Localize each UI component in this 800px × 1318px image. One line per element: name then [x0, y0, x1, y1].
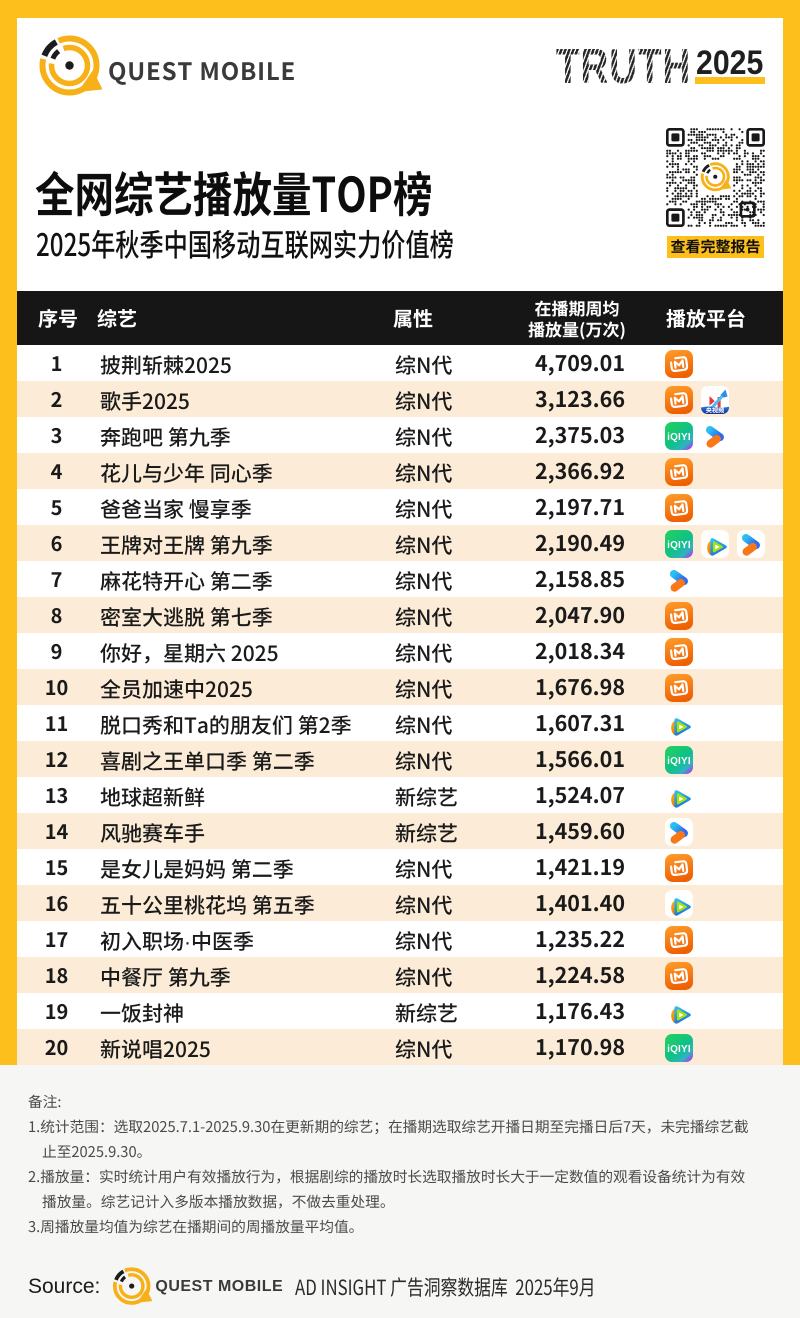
svg-text:iQIYI: iQIYI	[667, 540, 691, 551]
svg-text:央视频: 央视频	[706, 406, 725, 414]
svg-text:iQIYI: iQIYI	[667, 756, 691, 767]
svg-text:iQIYI: iQIYI	[667, 432, 691, 443]
svg-text:iQIYI: iQIYI	[667, 1044, 691, 1055]
